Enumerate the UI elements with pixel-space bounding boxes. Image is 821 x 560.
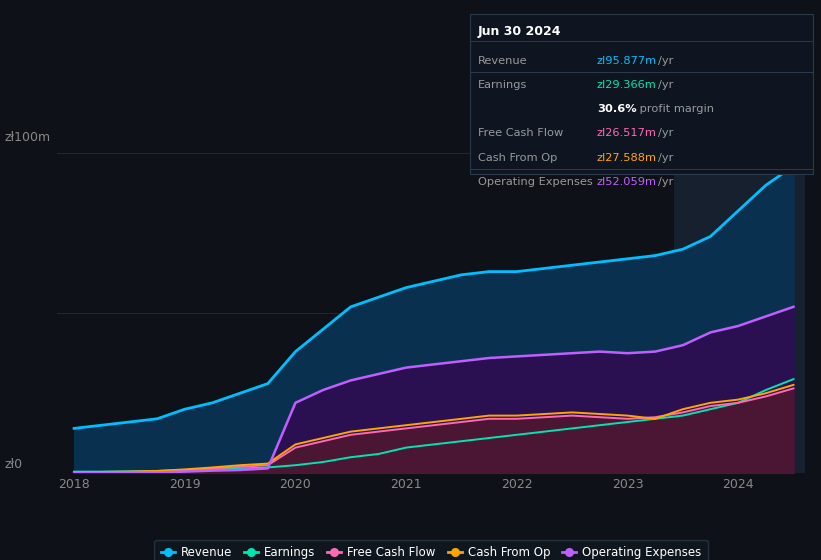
Text: /yr: /yr xyxy=(658,56,674,66)
Text: Cash From Op: Cash From Op xyxy=(478,153,557,162)
Text: zl29.366m: zl29.366m xyxy=(597,80,657,90)
Text: profit margin: profit margin xyxy=(636,104,714,114)
Text: Free Cash Flow: Free Cash Flow xyxy=(478,128,563,138)
Text: /yr: /yr xyxy=(658,177,674,187)
Text: zl27.588m: zl27.588m xyxy=(597,153,657,162)
Text: Revenue: Revenue xyxy=(478,56,527,66)
Text: zl95.877m: zl95.877m xyxy=(597,56,657,66)
Legend: Revenue, Earnings, Free Cash Flow, Cash From Op, Operating Expenses: Revenue, Earnings, Free Cash Flow, Cash … xyxy=(154,540,708,560)
Text: /yr: /yr xyxy=(658,153,674,162)
Text: zł100m: zł100m xyxy=(4,130,50,144)
Text: zl26.517m: zl26.517m xyxy=(597,128,657,138)
Text: Earnings: Earnings xyxy=(478,80,527,90)
Bar xyxy=(674,137,805,473)
Text: zł0: zł0 xyxy=(4,458,22,472)
Text: Jun 30 2024: Jun 30 2024 xyxy=(478,25,562,38)
Text: /yr: /yr xyxy=(658,80,674,90)
Text: Operating Expenses: Operating Expenses xyxy=(478,177,593,187)
Text: 30.6%: 30.6% xyxy=(597,104,636,114)
Text: /yr: /yr xyxy=(658,128,674,138)
Text: zl52.059m: zl52.059m xyxy=(597,177,657,187)
